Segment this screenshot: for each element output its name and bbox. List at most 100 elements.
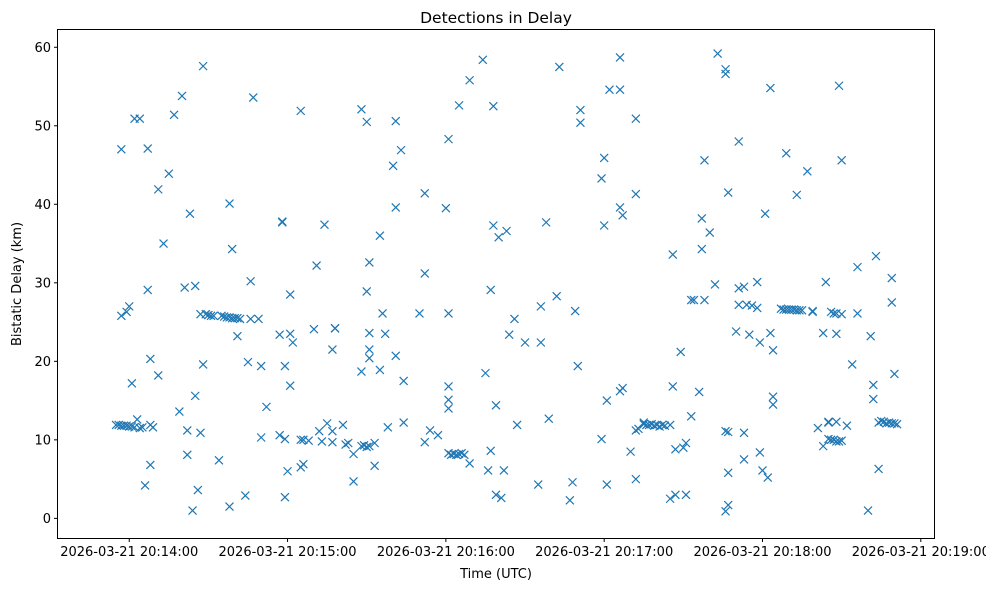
data-point	[837, 155, 847, 165]
data-point	[552, 291, 562, 301]
data-point	[755, 447, 765, 457]
y-tick-label: 20	[34, 355, 51, 370]
data-point	[760, 209, 770, 219]
data-point	[135, 114, 145, 124]
data-point	[190, 281, 200, 291]
data-point	[863, 506, 873, 515]
data-point	[752, 277, 762, 287]
data-point	[235, 314, 245, 324]
data-point	[510, 314, 519, 324]
data-point	[597, 434, 606, 444]
data-point	[602, 396, 612, 406]
y-tick-label: 60	[34, 41, 51, 56]
data-point	[618, 210, 628, 220]
data-point	[262, 402, 271, 412]
data-point	[124, 301, 134, 311]
data-point	[678, 443, 688, 453]
data-point	[665, 420, 675, 430]
data-point	[605, 85, 614, 95]
data-point	[444, 382, 453, 391]
data-point	[198, 61, 208, 71]
data-point	[502, 226, 511, 236]
data-point	[599, 221, 609, 230]
data-point	[420, 437, 430, 447]
data-point	[285, 290, 295, 300]
data-point	[713, 49, 723, 58]
data-point	[396, 145, 406, 155]
data-point	[536, 301, 546, 311]
data-point	[280, 361, 290, 371]
data-point	[256, 433, 266, 442]
data-point	[217, 311, 227, 321]
data-point	[433, 430, 443, 440]
data-point	[180, 283, 190, 292]
data-point	[343, 438, 353, 448]
data-point	[330, 323, 340, 333]
data-point	[491, 490, 501, 500]
data-point	[193, 485, 203, 495]
data-point	[364, 353, 374, 363]
x-tick-label: 2026-03-21 20:16:00	[377, 545, 515, 560]
data-point	[190, 391, 200, 401]
data-point	[465, 75, 475, 85]
data-point	[739, 428, 749, 438]
data-point	[127, 422, 137, 431]
data-point	[763, 473, 773, 482]
data-point	[826, 307, 836, 317]
data-point	[792, 190, 802, 200]
data-point	[240, 491, 250, 501]
data-point	[768, 345, 778, 355]
data-point	[665, 494, 675, 504]
data-point	[135, 423, 145, 433]
data-point	[734, 300, 744, 310]
data-point	[196, 428, 205, 438]
data-point	[670, 444, 680, 454]
data-point	[399, 376, 409, 386]
data-point	[829, 435, 839, 445]
data-point	[876, 416, 886, 426]
data-point	[254, 314, 263, 324]
data-point	[889, 418, 899, 428]
data-point	[837, 436, 847, 446]
data-point	[768, 392, 778, 402]
x-tick-label: 2026-03-21 20:18:00	[693, 545, 831, 560]
data-point	[576, 105, 585, 115]
data-point	[153, 184, 163, 194]
data-point	[631, 189, 641, 199]
data-point	[765, 83, 775, 93]
data-point	[486, 285, 496, 295]
data-point	[686, 411, 696, 421]
data-point	[364, 257, 374, 267]
data-point	[459, 450, 469, 460]
data-point	[206, 311, 216, 321]
data-point	[383, 422, 393, 432]
data-point	[694, 387, 704, 397]
data-point	[243, 357, 253, 367]
data-point	[380, 329, 390, 339]
data-point	[375, 231, 385, 241]
data-point	[415, 309, 424, 318]
data-point	[209, 311, 219, 321]
data-point	[781, 148, 791, 158]
data-point	[132, 415, 142, 424]
x-axis-label: Time (UTC)	[459, 567, 532, 582]
data-point	[818, 441, 828, 451]
data-point	[357, 367, 366, 376]
data-point	[847, 360, 857, 369]
y-tick-label: 0	[43, 512, 51, 527]
data-point	[143, 285, 153, 295]
data-point	[349, 449, 358, 459]
data-point	[198, 360, 208, 369]
data-point	[420, 188, 430, 198]
data-point	[285, 329, 295, 339]
data-point	[739, 282, 749, 292]
data-point	[364, 441, 374, 451]
data-point	[824, 418, 833, 428]
plot-frame	[57, 29, 935, 539]
data-point	[795, 305, 804, 315]
data-point	[723, 188, 733, 197]
data-point	[248, 93, 258, 102]
data-point	[494, 232, 504, 242]
data-point	[723, 427, 733, 437]
